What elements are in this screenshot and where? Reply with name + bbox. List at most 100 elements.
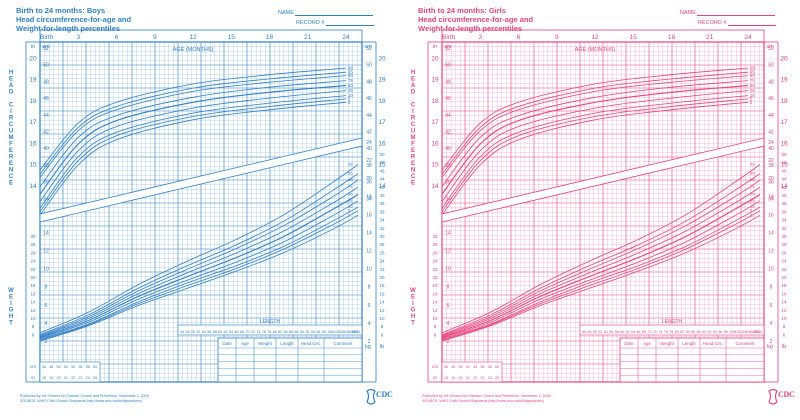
small-scale-cm-tick-label: 48 (49, 365, 53, 369)
hc-percentile-line-2 (39, 101, 347, 216)
length-cm-tick-label: 70 (647, 330, 651, 334)
length-cm-tick-label: 58 (615, 330, 619, 334)
length-cm-tick-label: 64 (229, 330, 233, 334)
wl-lb-tick-label-right: 24 (781, 259, 787, 264)
hc-percentile-line-25 (39, 90, 347, 202)
wl-kg-tick-label-right: 8 (368, 285, 371, 291)
hc-cm-tick-label: 44 (43, 113, 49, 119)
wl-percentile-line-95 (39, 173, 359, 335)
length-cm-tick-label: 80 (273, 330, 277, 334)
small-scale-cm-tick-label: 52 (64, 365, 68, 369)
hc-cm-tick-label-right: 52 (366, 46, 372, 52)
age-axis-title: AGE (MONTHS) (575, 47, 616, 53)
small-scale-cm-tick-label: 54 (473, 365, 477, 369)
hc-cm-tick-label: 50 (445, 63, 451, 69)
hc-in-tick-label-right: 19 (780, 77, 788, 84)
length-cm-tick-label: 108 (349, 330, 355, 334)
boys-record-label: RECORD # (296, 20, 325, 26)
girls-record-field[interactable]: RECORD # (698, 20, 776, 26)
wl-lb-tick-label-right: 30 (781, 234, 787, 239)
boys-name-field[interactable]: NAME (278, 10, 374, 16)
wl-lb-tick-label: 8 (434, 324, 437, 329)
wl-lb-tick-label-right: 10 (781, 316, 787, 321)
wl-lb-tick-label-right: 26 (379, 250, 385, 255)
length-cm-tick-label: 88 (697, 330, 701, 334)
length-cm-tick-label: 94 (311, 330, 315, 334)
wl-lb-tick-label-right: 44 (379, 177, 385, 182)
girls-title-line2: Head circumference-for-age and (418, 15, 534, 24)
length-cm-tick-label: 48 (587, 330, 591, 334)
hc-percentile-line-10 (39, 95, 347, 209)
wl-lb-tick-label: 24 (432, 259, 438, 264)
hc-in-tick-label: 20 (431, 56, 439, 63)
girls-chart-title: Birth to 24 months: Girls Head circumfer… (418, 6, 533, 33)
wl-percentile-line-5 (39, 210, 359, 341)
length-cm-tick-label: 98 (322, 330, 326, 334)
age-tick-label: 21 (706, 34, 714, 41)
record-table-header: Comment (333, 341, 353, 346)
girls-name-field[interactable]: NAME (680, 10, 776, 16)
record-table (619, 337, 765, 383)
wl-percentile-label-95: 95 (348, 171, 353, 176)
length-cm-tick-label: 56 (609, 330, 613, 334)
length-cm-tick-label: 102 (735, 330, 741, 334)
small-scale-cm-tick-label: 54 (71, 365, 75, 369)
wl-kg-tick-label: 12 (445, 249, 451, 255)
length-cm-tick-label: 52 (598, 330, 602, 334)
boys-title-line2: Head circumference-for-age and (16, 15, 132, 24)
wl-kg-tick-label-right: 4 (770, 321, 773, 327)
wl-lb-tick-label: 10 (432, 316, 438, 321)
unit-label-lb: lb (380, 344, 384, 350)
girls-title-line3: Weight-for-length percentiles (418, 24, 523, 33)
hc-in-tick-label: 19 (29, 77, 37, 84)
length-cm-tick-label: 104 (338, 330, 344, 334)
girls-footnote-line1: Published by the Centers for Disease Con… (422, 394, 551, 398)
boys-record-field[interactable]: RECORD # (296, 20, 374, 26)
length-cm-tick-label: 108 (751, 330, 757, 334)
wl-lb-tick-label-right: 20 (379, 275, 385, 280)
hc-in-tick-label-right: 17 (780, 119, 788, 126)
hc-percentile-line-90 (441, 75, 749, 178)
wl-kg-tick-label-right: 24 (366, 140, 372, 146)
hc-in-tick-label: 15 (29, 162, 37, 169)
small-scale-in-tick-label: 18 (444, 376, 448, 380)
length-cm-tick-label: 68 (240, 330, 244, 334)
wl-lb-tick-label-right: 32 (781, 226, 787, 231)
wl-percentile-label-75: 75 (348, 184, 353, 189)
small-scale-in-tick-label: 20 (459, 376, 463, 380)
boys-footnote-line1: Published by the Centers for Disease Con… (20, 394, 149, 398)
length-cm-tick-label: 68 (642, 330, 646, 334)
unit-label-lb: lb (782, 344, 786, 350)
length-cm-tick-label: 100 (327, 330, 333, 334)
hc-percentile-label-5: 5 (348, 96, 351, 101)
length-cm-tick-label: 100 (729, 330, 735, 334)
wl-percentile-line-10 (441, 206, 761, 340)
small-scale-in-tick-label: 25 (93, 376, 97, 380)
small-scale-in-tick-label: 25 (495, 376, 499, 380)
record-table (217, 337, 363, 383)
wl-kg-tick-label-right: 2 (368, 339, 371, 345)
wl-kg-tick-label-right: 24 (768, 140, 774, 146)
length-cm-tick-label: 84 (686, 330, 690, 334)
wl-lb-tick-label-right: 40 (379, 193, 385, 198)
girls-head-circumference-label: HEAD CIRCUMFERENCE (410, 70, 416, 187)
small-scale-in-tick-label: 21 (466, 376, 470, 380)
hc-percentile-line-5 (441, 98, 749, 212)
chart-separator-band (39, 137, 363, 223)
hc-percentile-line-98 (39, 67, 347, 171)
record-table-header: Length (682, 341, 696, 346)
hc-cm-tick-label-right: 46 (366, 96, 372, 102)
hc-percentile-line-50 (39, 85, 347, 195)
hc-cm-tick-label: 46 (43, 96, 49, 102)
wl-kg-tick-label-right: 20 (366, 176, 372, 182)
hc-cm-tick-label-right: 40 (768, 146, 774, 152)
wl-kg-tick-label: 14 (445, 230, 451, 236)
wl-lb-tick-label: 6 (434, 332, 437, 337)
wl-kg-tick-label-right: 18 (366, 194, 372, 200)
wl-lb-tick-label-right: 46 (781, 168, 787, 173)
wl-percentile-line-2 (39, 214, 359, 342)
unit-label-kg: kg (365, 344, 371, 350)
girls-cdc-logo: CDC (768, 388, 795, 408)
wl-kg-tick-label: 10 (43, 267, 49, 273)
hc-in-tick-label-right: 19 (378, 77, 386, 84)
